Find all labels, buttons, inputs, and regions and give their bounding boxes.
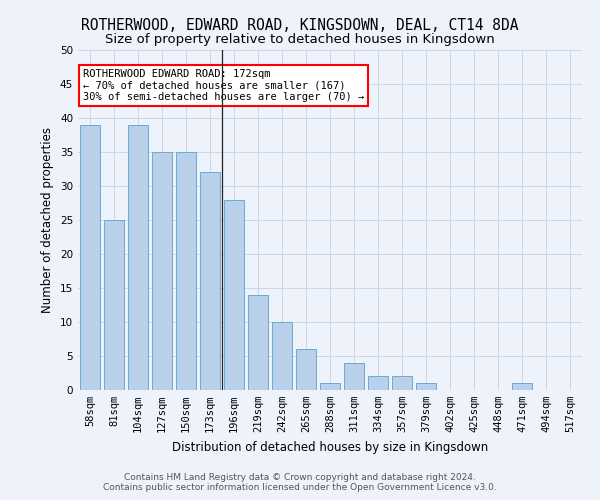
Bar bbox=[128, 125, 148, 390]
Bar bbox=[80, 125, 100, 390]
Bar bbox=[392, 376, 412, 390]
Text: ROTHERWOOD, EDWARD ROAD, KINGSDOWN, DEAL, CT14 8DA: ROTHERWOOD, EDWARD ROAD, KINGSDOWN, DEAL… bbox=[81, 18, 519, 32]
Bar bbox=[416, 383, 436, 390]
Text: ROTHERWOOD EDWARD ROAD: 172sqm
← 70% of detached houses are smaller (167)
30% of: ROTHERWOOD EDWARD ROAD: 172sqm ← 70% of … bbox=[83, 68, 364, 102]
Bar bbox=[152, 152, 172, 390]
Text: Contains HM Land Registry data © Crown copyright and database right 2024.
Contai: Contains HM Land Registry data © Crown c… bbox=[103, 473, 497, 492]
Bar bbox=[512, 383, 532, 390]
X-axis label: Distribution of detached houses by size in Kingsdown: Distribution of detached houses by size … bbox=[172, 440, 488, 454]
Bar bbox=[368, 376, 388, 390]
Bar bbox=[248, 295, 268, 390]
Bar bbox=[344, 363, 364, 390]
Text: Size of property relative to detached houses in Kingsdown: Size of property relative to detached ho… bbox=[105, 32, 495, 46]
Y-axis label: Number of detached properties: Number of detached properties bbox=[41, 127, 55, 313]
Bar bbox=[320, 383, 340, 390]
Bar bbox=[200, 172, 220, 390]
Bar bbox=[104, 220, 124, 390]
Bar bbox=[176, 152, 196, 390]
Bar bbox=[272, 322, 292, 390]
Bar bbox=[224, 200, 244, 390]
Bar bbox=[296, 349, 316, 390]
